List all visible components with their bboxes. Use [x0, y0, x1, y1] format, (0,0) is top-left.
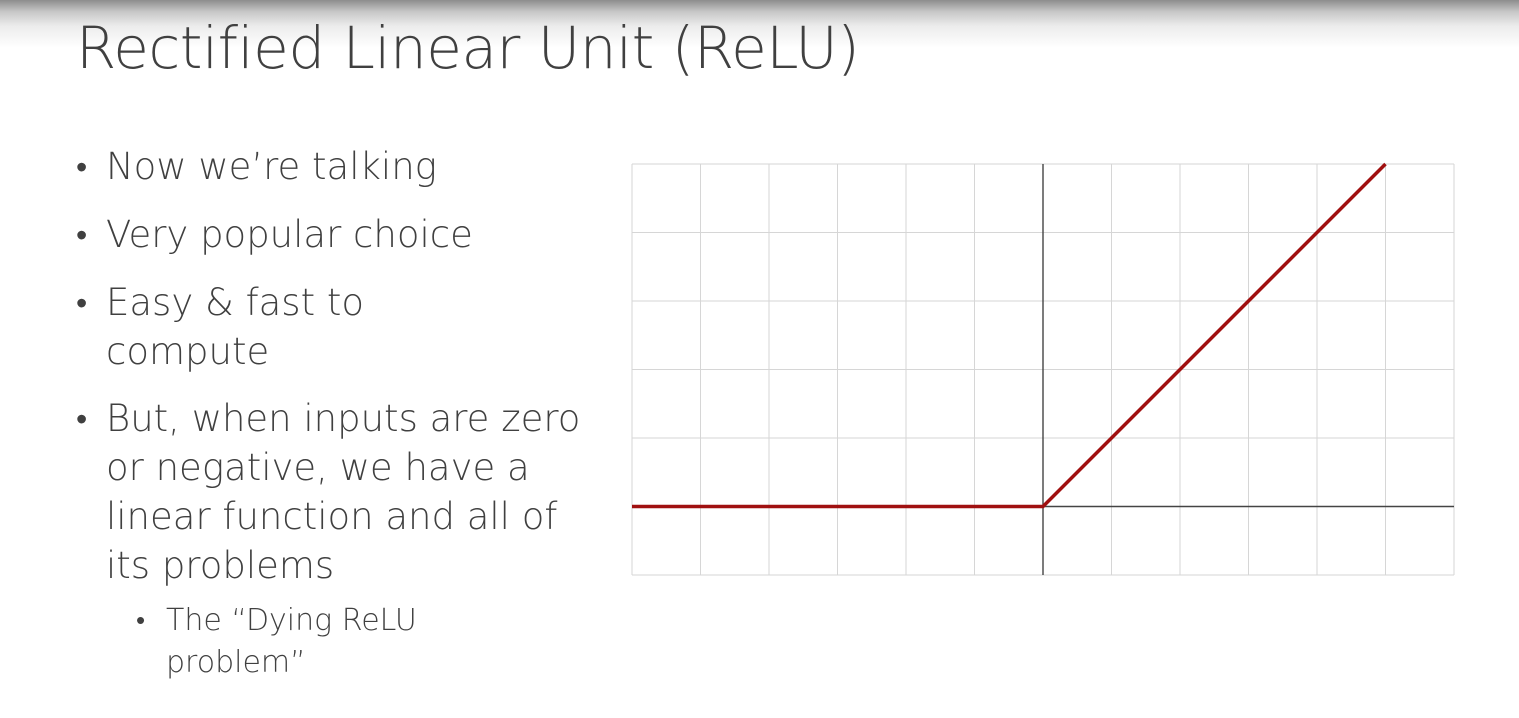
sub-bullet-list: • The “Dying ReLU problem” [106, 600, 581, 684]
sub-bullet-item: • The “Dying ReLU problem” [136, 600, 446, 684]
bullet-list: • Now we’re talking • Very popular choic… [76, 142, 580, 702]
chart-series [632, 162, 1387, 509]
bullet-item: • But, when inputs are zero or negative,… [76, 394, 581, 684]
bullet-dot-icon: • [76, 216, 88, 254]
bullet-item: • Very popular choice [76, 210, 576, 260]
slide-title: Rectified Linear Unit (ReLU) [76, 14, 860, 82]
bullet-text: But, when inputs are zero or negative, w… [106, 397, 581, 587]
bullet-text: Easy & fast to compute [106, 281, 364, 373]
bullet-item: • Now we’re talking [76, 142, 576, 192]
relu-chart [631, 162, 1455, 576]
bullet-text: Now we’re talking [106, 145, 437, 188]
bullet-text: Very popular choice [106, 213, 473, 256]
bullet-dot-icon: • [136, 606, 146, 636]
bullet-dot-icon: • [76, 400, 88, 438]
bullet-dot-icon: • [76, 148, 88, 186]
relu-series-line [632, 162, 1387, 509]
sub-bullet-text: The “Dying ReLU problem” [166, 603, 417, 680]
bullet-dot-icon: • [76, 284, 88, 322]
bullet-item: • Easy & fast to compute [76, 278, 406, 376]
